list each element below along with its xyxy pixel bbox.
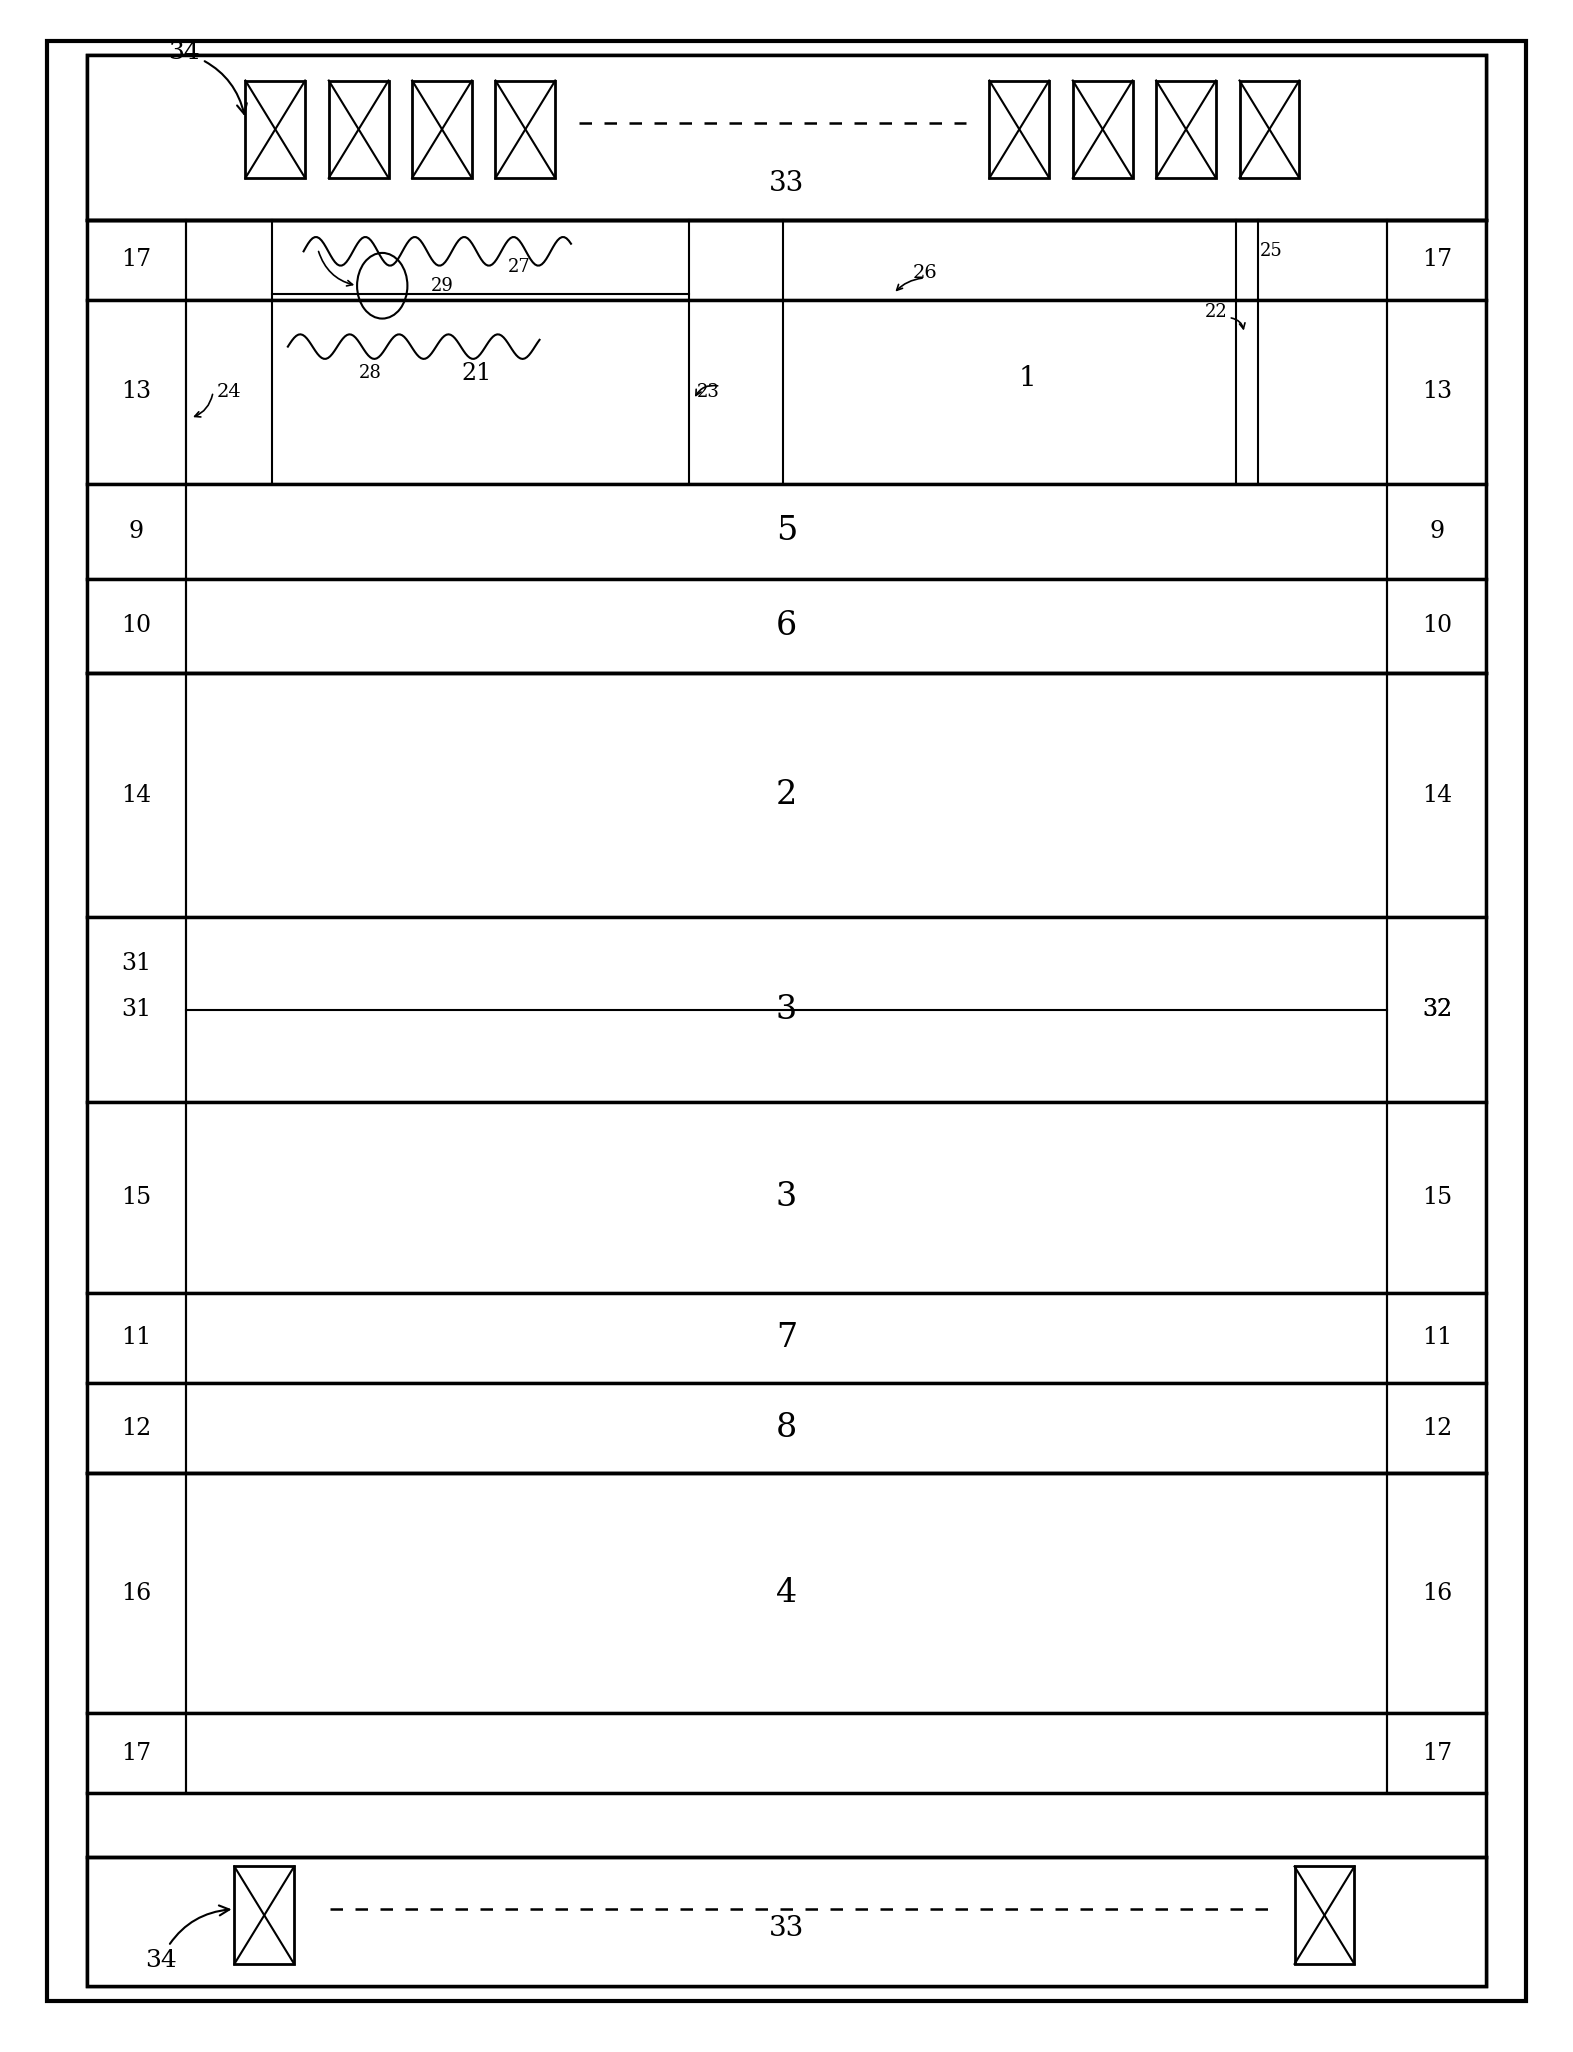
Text: 29: 29 [431, 277, 455, 295]
Text: 5: 5 [775, 515, 798, 548]
Bar [1073, 80, 1133, 179]
Bar [87, 1713, 186, 1793]
Bar [87, 1102, 186, 1293]
Bar [87, 673, 186, 917]
Bar [412, 80, 472, 179]
Bar [1387, 673, 1486, 917]
Text: 31: 31 [121, 997, 151, 1022]
Text: 10: 10 [1422, 614, 1452, 638]
Text: 23: 23 [697, 382, 720, 400]
Bar [1156, 80, 1216, 179]
Bar [186, 1293, 1387, 1383]
Text: 9: 9 [129, 519, 143, 544]
Text: 3: 3 [775, 993, 798, 1026]
Bar [1387, 1102, 1486, 1293]
Text: 22: 22 [1205, 304, 1227, 322]
Text: 12: 12 [121, 1416, 151, 1441]
Text: 11: 11 [1422, 1326, 1452, 1350]
Bar [87, 55, 1486, 220]
Text: 27: 27 [508, 259, 530, 277]
Bar [87, 1473, 186, 1713]
Text: 31: 31 [121, 952, 151, 975]
Text: 34: 34 [145, 1906, 230, 1972]
Text: 32: 32 [1422, 997, 1452, 1022]
Bar [234, 1867, 294, 1964]
Text: 26: 26 [912, 263, 938, 281]
Bar [87, 484, 186, 579]
Bar [1387, 579, 1486, 673]
Bar [186, 673, 1387, 917]
Text: 34: 34 [168, 41, 247, 115]
Text: 28: 28 [359, 363, 382, 382]
Bar [1387, 300, 1486, 484]
Text: 13: 13 [121, 380, 151, 404]
Bar [186, 484, 1387, 579]
Text: 3: 3 [775, 1182, 798, 1213]
Bar [1387, 1383, 1486, 1473]
Text: 12: 12 [1422, 1416, 1452, 1441]
Text: 6: 6 [775, 609, 798, 642]
Text: 17: 17 [121, 1742, 151, 1765]
Text: 16: 16 [1422, 1582, 1452, 1605]
Text: 17: 17 [121, 248, 151, 271]
Text: 16: 16 [121, 1582, 151, 1605]
Bar [1387, 484, 1486, 579]
Text: 2: 2 [775, 780, 798, 811]
Text: 32: 32 [1422, 997, 1452, 1022]
Bar [245, 80, 305, 179]
Text: 15: 15 [1422, 1186, 1452, 1209]
Bar [186, 220, 1387, 300]
Bar [329, 80, 389, 179]
Text: 4: 4 [775, 1578, 798, 1609]
Bar [1295, 1867, 1354, 1964]
Bar [87, 1383, 186, 1473]
Bar [87, 1293, 186, 1383]
Bar [186, 300, 1387, 484]
Text: 25: 25 [1260, 242, 1282, 261]
Text: 33: 33 [769, 1915, 804, 1941]
Bar [87, 579, 186, 673]
Bar [495, 80, 555, 179]
Text: 1: 1 [1018, 365, 1037, 392]
Bar [87, 220, 186, 300]
Text: 8: 8 [775, 1412, 798, 1445]
Bar [186, 1383, 1387, 1473]
Text: 10: 10 [121, 614, 151, 638]
Text: 7: 7 [775, 1321, 798, 1354]
Bar [186, 1713, 1387, 1793]
Bar [186, 1102, 1387, 1293]
Text: 9: 9 [1430, 519, 1444, 544]
Bar [1387, 1293, 1486, 1383]
Bar [1240, 80, 1299, 179]
Bar [1387, 220, 1486, 300]
Bar [1387, 1713, 1486, 1793]
Text: 33: 33 [769, 170, 804, 197]
Bar [186, 917, 1387, 1102]
Text: 14: 14 [1422, 784, 1452, 806]
Text: 14: 14 [121, 784, 151, 806]
Bar [186, 579, 1387, 673]
Bar [1387, 1473, 1486, 1713]
Bar [989, 80, 1049, 179]
Text: 24: 24 [217, 382, 241, 400]
Text: 17: 17 [1422, 1742, 1452, 1765]
Text: 21: 21 [461, 361, 492, 384]
Bar [186, 1473, 1387, 1713]
Text: 13: 13 [1422, 380, 1452, 404]
Bar [87, 300, 186, 484]
Text: 11: 11 [121, 1326, 151, 1350]
Text: 15: 15 [121, 1186, 151, 1209]
Text: 17: 17 [1422, 248, 1452, 271]
Bar [87, 1857, 1486, 1986]
Bar [87, 917, 186, 1102]
Bar [1387, 917, 1486, 1102]
Bar [87, 55, 1486, 1986]
